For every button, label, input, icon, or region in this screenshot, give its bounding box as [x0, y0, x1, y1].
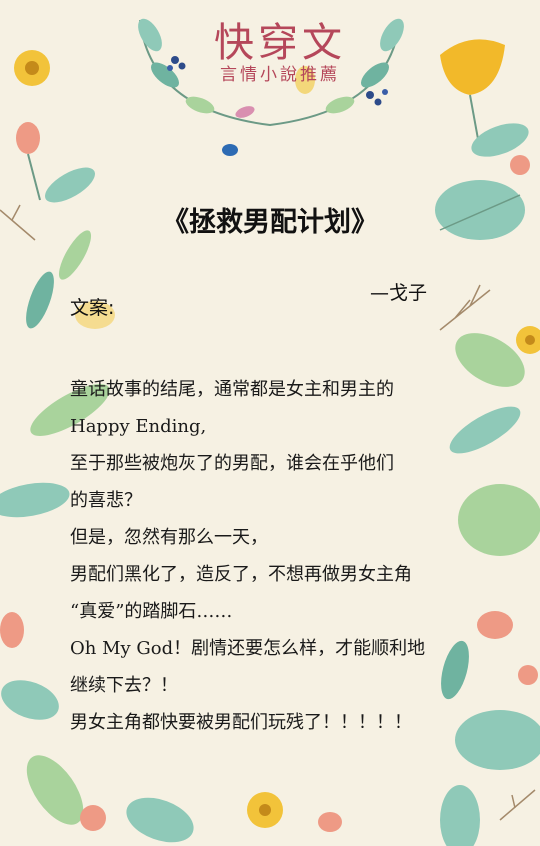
summary-body: 童话故事的结尾，通常都是女主和男主的 Happy Ending, 至于那些被炮灰… — [70, 371, 510, 741]
teal-leaf — [440, 785, 480, 846]
teal-leaf — [26, 271, 54, 329]
pink-bud — [318, 812, 342, 832]
floral-wreath — [138, 18, 404, 156]
pink-bud-left — [16, 122, 41, 201]
pink-flower — [510, 155, 530, 175]
summary-line: 男配们黑化了，造反了，不想再做男女主角 — [70, 564, 412, 585]
teal-leaf — [449, 406, 521, 454]
yellow-blossom — [75, 301, 115, 329]
green-leaf — [26, 755, 84, 825]
summary-line: 童话故事的结尾，通常都是女主和男主的 — [70, 379, 394, 400]
summary-line: 的喜悲？ — [70, 490, 142, 511]
twig — [499, 789, 536, 821]
pink-flower — [518, 665, 538, 685]
green-leaf — [458, 484, 540, 556]
yellow-flower-right — [516, 326, 540, 354]
yellow-flower-bottom — [247, 792, 283, 828]
teal-leaf — [1, 680, 59, 720]
pink-bud — [0, 612, 24, 648]
green-leaf — [30, 384, 110, 436]
summary-label: 文案: — [70, 297, 115, 319]
summary-line: “真爱”的踏脚石…… — [70, 601, 233, 622]
brand-subtitle: 言情小說推薦 — [220, 65, 340, 85]
teal-leaf — [126, 797, 194, 843]
pink-bud — [477, 611, 513, 639]
green-leaf — [455, 333, 525, 387]
summary-line: 男女主角都快要被男配们玩残了！！！！！ — [70, 712, 412, 733]
summary-line: 但是，忽然有那么一天， — [70, 527, 268, 548]
author-name: —戈子 — [370, 282, 428, 304]
teal-leaf — [58, 230, 92, 280]
teal-leaf — [441, 640, 469, 700]
teal-leaf — [0, 482, 70, 518]
book-title: 《拯救男配计划》 — [162, 207, 378, 238]
summary-line: Oh My God！剧情还要怎么样，才能顺利地 — [70, 638, 426, 659]
summary-line: Happy Ending, — [70, 416, 207, 437]
summary-line: 至于那些被炮灰了的男配，谁会在乎他们 — [70, 453, 394, 474]
teal-leaf — [435, 180, 525, 240]
twig — [0, 204, 36, 241]
summary-line: 继续下去？！ — [70, 675, 178, 696]
twig — [439, 284, 491, 331]
brand-title: 快穿文 — [214, 20, 346, 66]
pink-flower — [80, 805, 106, 831]
teal-leaf — [455, 710, 540, 770]
yellow-flower-top-left — [14, 50, 50, 86]
teal-leaf — [45, 167, 95, 203]
teal-leaf — [471, 123, 529, 157]
